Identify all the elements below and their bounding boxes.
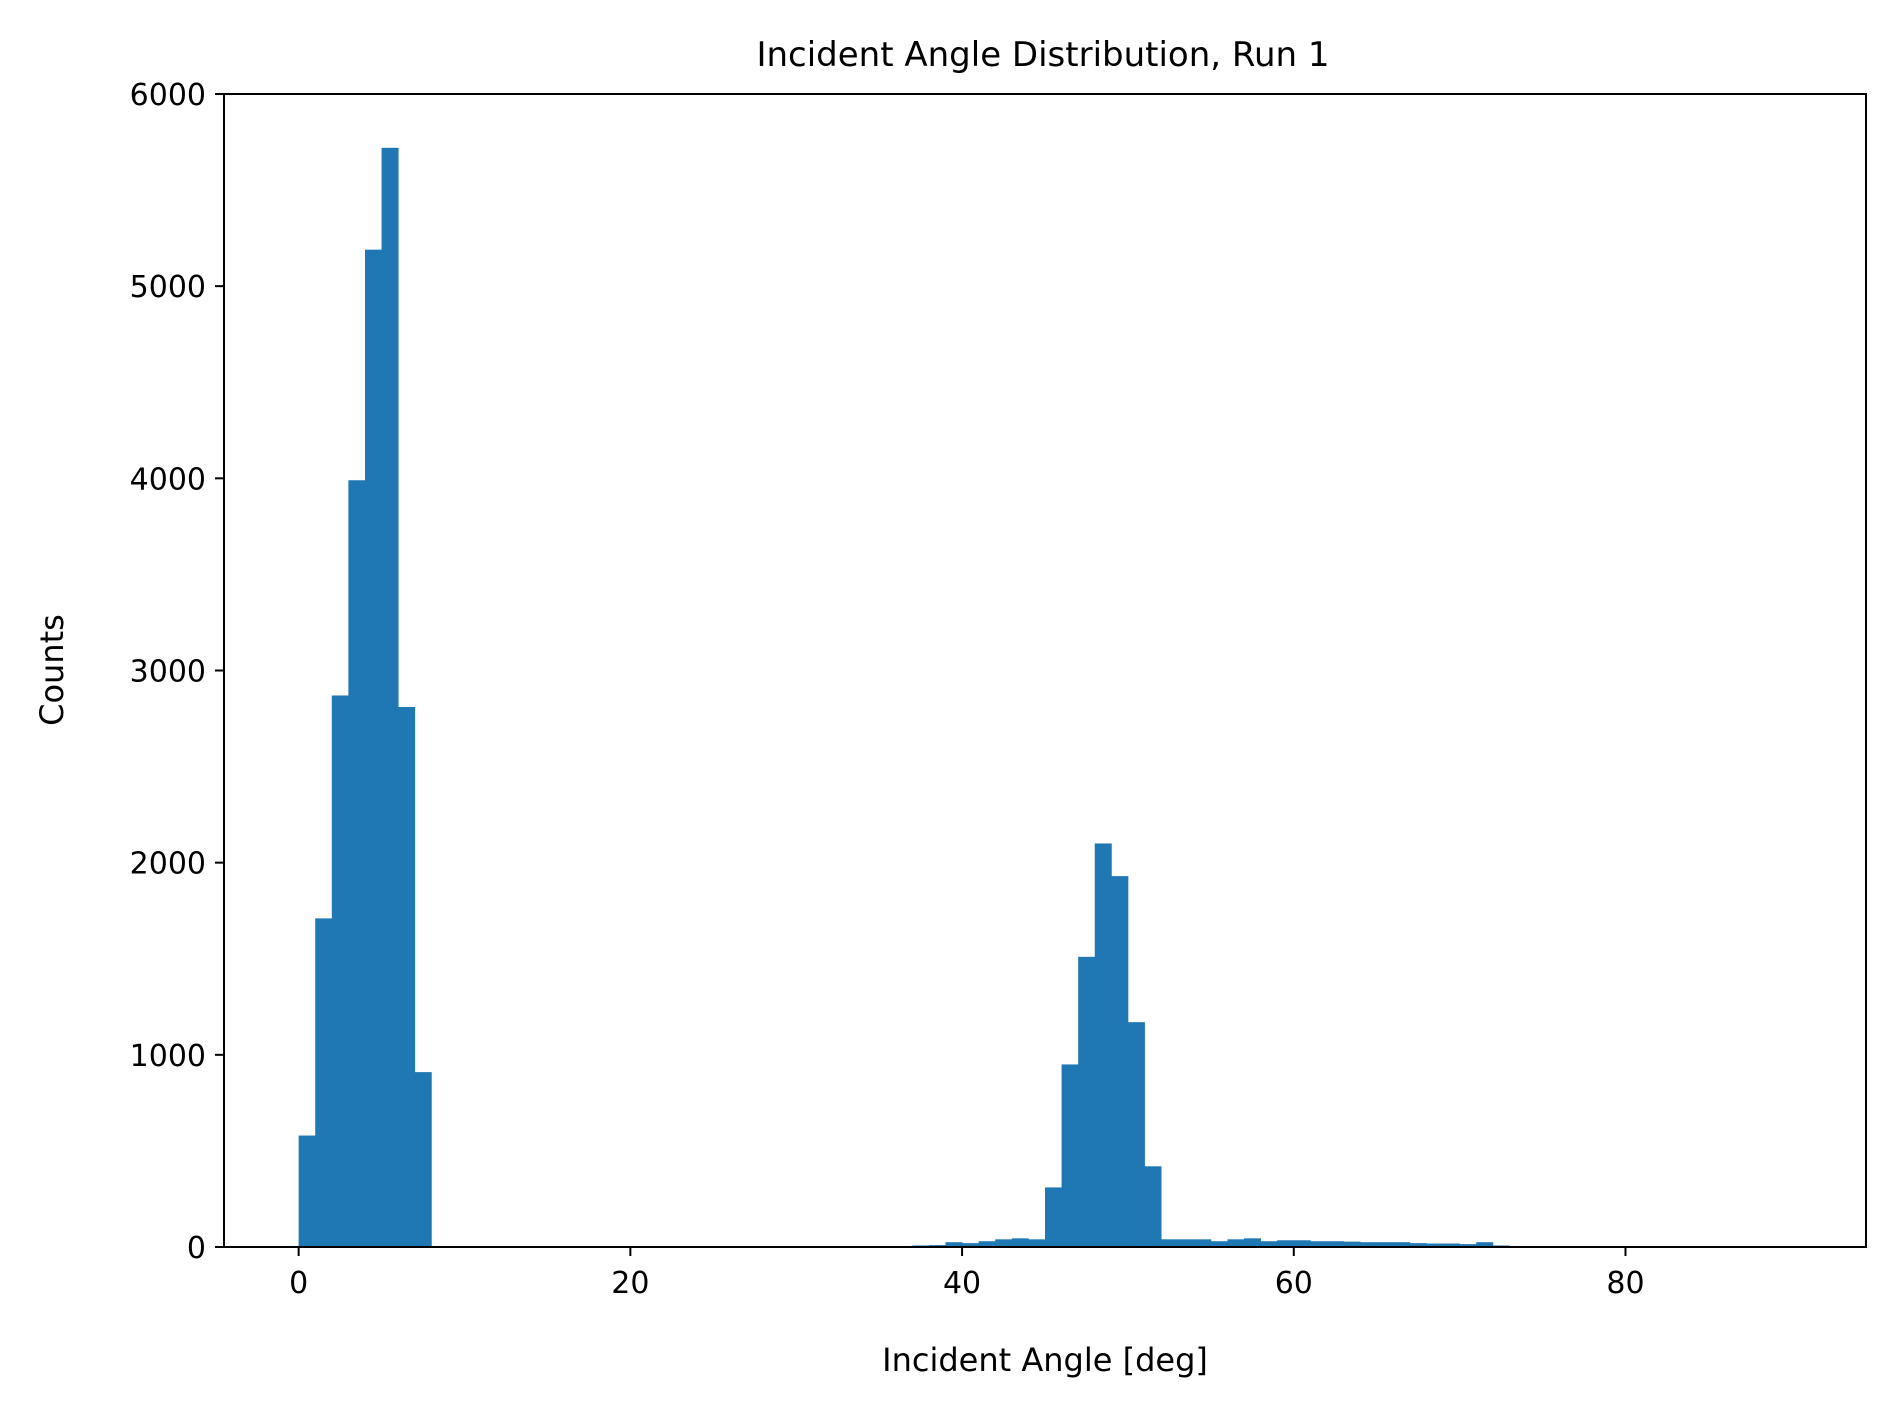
histogram-bar [331, 695, 349, 1247]
x-tick-label: 20 [611, 1266, 649, 1301]
histogram-bar [1426, 1243, 1444, 1247]
histogram-bar [1443, 1243, 1461, 1247]
y-tick-label: 0 [187, 1231, 206, 1266]
histogram-bar [1144, 1166, 1162, 1247]
histogram-bar [1210, 1241, 1228, 1247]
x-axis-ticks: 0 20 40 60 80 [289, 1247, 1645, 1301]
y-axis-label: Counts [33, 614, 71, 726]
histogram-bar [1376, 1242, 1394, 1247]
histogram-bar [962, 1243, 980, 1247]
x-tick-label: 80 [1606, 1266, 1644, 1301]
y-tick-label: 6000 [130, 78, 206, 113]
histogram-bar [1111, 876, 1129, 1247]
histogram-bar [1094, 843, 1112, 1247]
x-axis-label: Incident Angle [deg] [882, 1341, 1208, 1379]
histogram-bar [348, 480, 366, 1247]
plot-area-frame [223, 93, 1867, 1248]
histogram-bar [398, 707, 416, 1247]
histogram-bar [945, 1242, 963, 1247]
histogram-bars [298, 147, 1527, 1248]
histogram-bar [1459, 1244, 1477, 1247]
histogram-bar [364, 249, 382, 1247]
histogram-bar [1127, 1022, 1145, 1247]
histogram-bar [1326, 1241, 1344, 1247]
histogram-bar [1244, 1238, 1262, 1247]
histogram-bar [1409, 1243, 1427, 1247]
histogram-bar [381, 147, 399, 1248]
y-tick-label: 1000 [130, 1039, 206, 1074]
histogram-bar [1194, 1239, 1212, 1247]
x-tick-label: 60 [1275, 1266, 1313, 1301]
histogram-bar [1343, 1241, 1361, 1247]
histogram-bar [1393, 1242, 1411, 1247]
histogram-bar [1061, 1064, 1079, 1247]
y-tick-label: 5000 [130, 270, 206, 305]
y-tick-label: 2000 [130, 847, 206, 882]
histogram-bar [1177, 1239, 1195, 1247]
x-tick-label: 40 [943, 1266, 981, 1301]
histogram-bar [1476, 1242, 1494, 1247]
histogram-bar [298, 1135, 316, 1247]
histogram-bar [1045, 1187, 1062, 1247]
histogram-bar [1293, 1240, 1311, 1247]
histogram-bar [995, 1239, 1013, 1247]
histogram-bar [1310, 1241, 1328, 1247]
histogram-bar [1011, 1238, 1029, 1247]
y-axis-ticks: 0 1000 2000 3000 4000 5000 6000 [130, 78, 224, 1266]
histogram-bar [1078, 956, 1096, 1247]
histogram-bar [414, 1072, 432, 1247]
histogram-bar [1227, 1239, 1245, 1247]
histogram-bar [315, 918, 333, 1247]
y-tick-label: 4000 [130, 462, 206, 497]
histogram-bar [1360, 1242, 1378, 1247]
x-tick-label: 0 [289, 1266, 308, 1301]
histogram-bar [1260, 1241, 1278, 1247]
histogram-bar [1161, 1239, 1179, 1247]
histogram-bar [1277, 1240, 1295, 1247]
chart-title: Incident Angle Distribution, Run 1 [756, 35, 1329, 75]
histogram-bar [978, 1241, 996, 1247]
histogram-bar [1028, 1239, 1046, 1247]
y-tick-label: 3000 [130, 655, 206, 690]
